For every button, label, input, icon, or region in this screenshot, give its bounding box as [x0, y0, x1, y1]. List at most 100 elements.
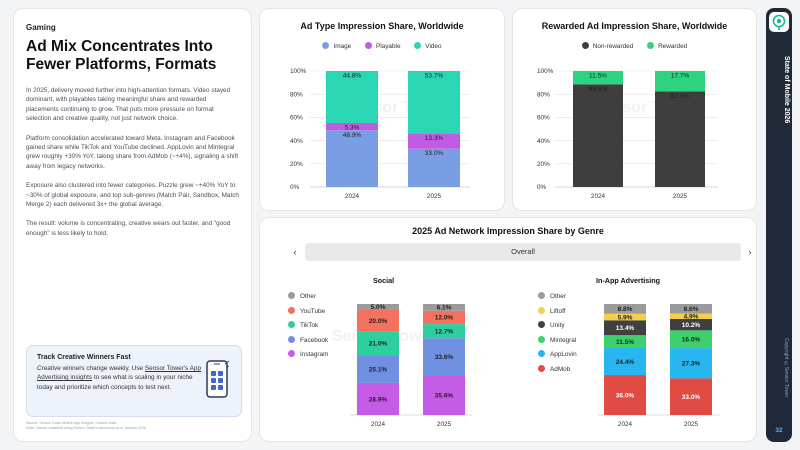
bar-mintegral-2025: [670, 330, 712, 349]
note-line: Note: Games classified using Sensor Towe…: [26, 426, 147, 430]
legend-swatch-playable: [365, 42, 372, 49]
data-label: 20.0%: [369, 318, 388, 325]
x-tick-label: 2025: [437, 421, 452, 428]
callout-text-pre: Creative winners change weekly. Use: [37, 365, 145, 372]
callout-link[interactable]: Sensor Tower's App Advertising insights: [37, 365, 202, 382]
data-label: 12.0%: [435, 315, 454, 322]
bar-rewarded-2024: [573, 71, 623, 85]
x-tick-label: 2025: [684, 421, 699, 428]
bar-tiktok-2025: [423, 324, 465, 339]
genre-dropdown[interactable]: Overall: [305, 243, 741, 261]
legend-item-image: Image: [322, 42, 351, 50]
legend-swatch-video: [414, 42, 422, 49]
source-note: Source: Sensor Tower Mobile App Insights…: [26, 421, 226, 431]
copyright: Copyright ©Sensor Tower: [783, 338, 789, 398]
social-legend: Other YouTube TikTok Facebook Instagram: [288, 292, 328, 365]
data-label: 13.3%: [425, 135, 444, 142]
legend-item-rewarded: Rewarded: [647, 42, 687, 50]
paragraph-4: The result: volume is concentrating, cre…: [26, 220, 231, 237]
bar-video-2025: [408, 71, 460, 134]
y-tick-label: 100%: [290, 68, 307, 75]
data-label: 33.6%: [435, 354, 454, 361]
data-label: 17.7%: [671, 73, 690, 80]
bar-nonrewarded-2025: [655, 91, 705, 187]
legend-item-other: Other: [288, 292, 328, 307]
legend-label: Unity: [550, 322, 565, 330]
x-tick-label: 2025: [427, 193, 442, 200]
bar-applovin-2025: [670, 348, 712, 379]
legend-label: Rewarded: [658, 43, 688, 50]
chart-title: Rewarded Ad Impression Share, Worldwide: [541, 21, 728, 31]
data-label: 44.8%: [343, 73, 362, 80]
legend-label: Other: [300, 293, 316, 300]
data-label: 11.5%: [616, 339, 634, 346]
x-tick-label: 2024: [591, 193, 606, 200]
chart-legend: Image Playable Video: [260, 42, 504, 50]
y-tick-label: 60%: [537, 115, 550, 122]
data-label: 88.5%: [589, 86, 608, 93]
bar-video-2024: [326, 71, 378, 123]
legend-swatch-other: [288, 292, 295, 299]
bar-rewarded-2025: [655, 71, 705, 92]
paragraph-2: Platform consolidation accelerated towar…: [26, 134, 239, 170]
legend-item-unity: Unity: [538, 321, 577, 336]
callout-text-post: to see what is scaling in your niche tod…: [37, 374, 193, 391]
bar-instagram-2024: [357, 382, 399, 415]
data-label: 5.3%: [345, 124, 360, 131]
legend-label: Image: [333, 43, 352, 50]
data-label: 24.4%: [616, 359, 635, 366]
report-title: State of Mobile 2026: [783, 56, 790, 124]
page-number: 32: [775, 427, 783, 434]
legend-label: Other: [550, 293, 566, 300]
bar-other-2024: [357, 304, 399, 310]
sensor-tower-logo-icon: [769, 12, 789, 32]
phone-app-icon: [206, 360, 229, 398]
data-label: 13.4%: [616, 325, 635, 332]
legend-swatch-facebook: [288, 335, 295, 343]
y-tick-label: 100%: [537, 68, 554, 75]
legend-item-applovin: AppLovin: [538, 350, 577, 365]
bar-unity-2025: [670, 318, 712, 331]
legend-item-mintegral: Mintegral: [538, 335, 577, 351]
data-label: 28.9%: [369, 396, 388, 403]
bar-admob-2025: [670, 378, 712, 415]
page-title: Ad Mix Concentrates Into Fewer Platforms…: [26, 38, 239, 74]
bar-youtube-2024: [357, 309, 399, 332]
legend-label: Instagram: [300, 351, 329, 359]
dropdown-next-arrow[interactable]: ›: [748, 247, 752, 257]
sidebar: State of Mobile 2026 Copyright ©Sensor T…: [766, 8, 792, 442]
bar-facebook-2025: [423, 338, 465, 376]
bar-image-2024: [326, 130, 378, 187]
legend-label: Playable: [376, 43, 401, 50]
legend-swatch-mintegral: [538, 335, 545, 343]
bar-liftoff-2024: [604, 313, 646, 321]
legend-swatch-admob: [538, 364, 545, 372]
legend-item-other: Other: [538, 292, 577, 307]
legend-item-liftoff: Liftoff: [538, 306, 577, 322]
rewarded-chart-card: Rewarded Ad Impression Share, Worldwide …: [512, 8, 757, 211]
bar-playable-2024: [326, 122, 378, 131]
section-eyebrow: Gaming: [26, 23, 56, 32]
social-chart: 28.9% 25.1% 21.0% 20.0% 5.0% 2024 35.6% 33.6% 12…: [350, 304, 472, 428]
legend-label: Non-rewarded: [592, 43, 634, 50]
bar-admob-2024: [604, 375, 646, 415]
data-label: 4.9%: [684, 314, 699, 321]
bar-mintegral-2024: [604, 335, 646, 348]
legend-item-facebook: Facebook: [288, 335, 329, 351]
legend-label: Facebook: [300, 336, 329, 344]
chart-title: 2025 Ad Network Impression Share by Genr…: [412, 226, 604, 236]
bar-tiktok-2024: [357, 331, 399, 356]
legend-item-nonrewarded: Non-rewarded: [581, 42, 634, 50]
legend-label: Liftoff: [550, 307, 566, 315]
data-label: 27.3%: [682, 361, 701, 368]
legend-item-youtube: YouTube: [288, 306, 328, 322]
paragraph-3: Exposure also clustered into fewer categ…: [26, 182, 239, 209]
y-tick-label: 20%: [537, 161, 550, 168]
legend-swatch-applovin: [538, 350, 545, 358]
x-tick-label: 2024: [618, 421, 633, 428]
y-tick-label: 60%: [290, 115, 303, 122]
dropdown-prev-arrow[interactable]: ‹: [293, 247, 297, 257]
insight-panel: Gaming Ad Mix Concentrates Into Fewer Pl…: [13, 8, 252, 442]
x-tick-label: 2024: [345, 193, 360, 200]
data-label: 33.0%: [682, 394, 701, 401]
